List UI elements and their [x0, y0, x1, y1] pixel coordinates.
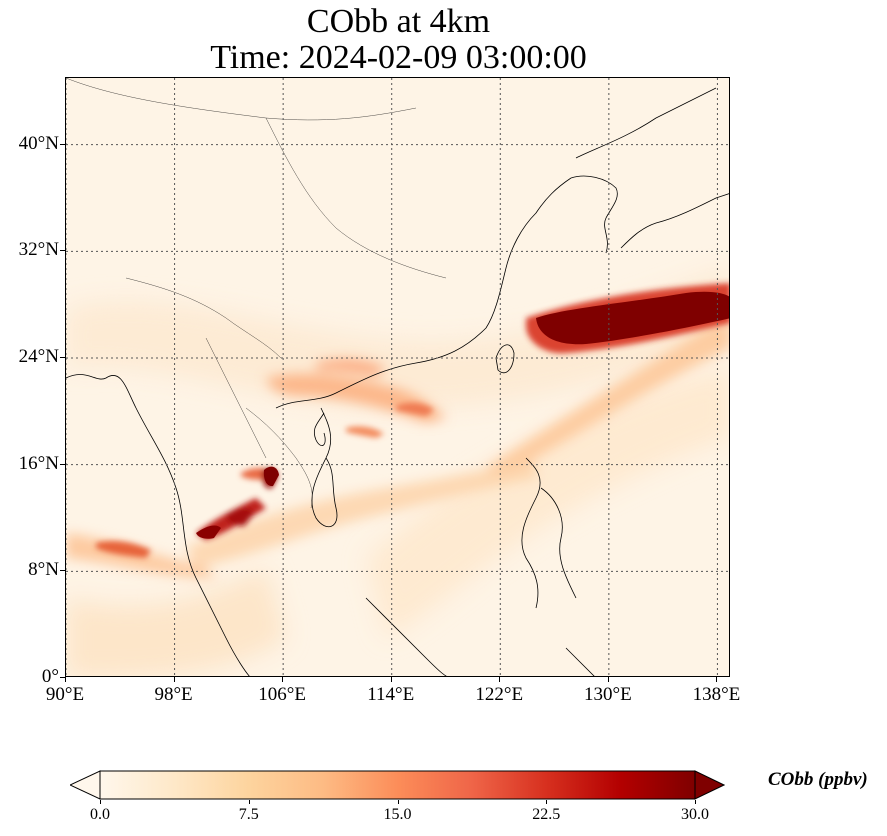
lat-tick-label: 16°N: [18, 452, 59, 474]
country-borders: [66, 78, 447, 509]
lon-tick-mark: [173, 677, 175, 682]
lat-tick-mark: [60, 570, 65, 572]
lat-tick-mark: [60, 463, 65, 465]
lat-tick-label: 32°N: [18, 239, 59, 261]
coastlines: [66, 87, 729, 676]
lon-tick-mark: [390, 677, 392, 682]
colorbar-tick-mark: [397, 800, 399, 804]
colorbar-tick-label: 22.5: [532, 806, 561, 823]
lon-tick-label: 138°E: [692, 684, 741, 705]
lon-tick-mark: [607, 677, 609, 682]
colorbar-tick-label: 15.0: [383, 806, 412, 823]
colorbar-min-extend: [68, 770, 101, 800]
lat-tick-mark: [60, 677, 65, 678]
lat-tick-mark: [60, 250, 65, 252]
lat-tick-label: 0°: [41, 666, 59, 687]
lon-tick-label: 130°E: [583, 684, 632, 705]
colorbar-tick-mark: [695, 800, 696, 804]
faint-plume-field: [66, 268, 729, 676]
map-title-line2: Time: 2024-02-09 03:00:00: [210, 39, 587, 76]
colorbar-graphic: [68, 770, 726, 800]
lat-tick-mark: [60, 143, 65, 145]
colorbar-tick-label: 0.0: [90, 806, 110, 823]
map-panel: [65, 77, 730, 677]
lon-tick-label: 106°E: [258, 684, 306, 705]
colorbar-max-extend: [694, 770, 726, 800]
lat-tick-label: 24°N: [18, 346, 59, 367]
max-plume-core: [196, 291, 729, 539]
colorbar-tick-mark: [248, 800, 250, 804]
lon-tick-label: 98°E: [154, 684, 193, 705]
colorbar-label: CObb (ppbv): [768, 769, 868, 790]
lon-tick-mark: [499, 677, 501, 682]
colorbar-tick-mark: [100, 800, 101, 804]
colorbar-tick-mark: [546, 800, 548, 804]
lon-tick-mark: [282, 677, 284, 682]
lat-tick-mark: [60, 357, 65, 358]
colorbar-tick-label: 7.5: [238, 806, 259, 823]
lon-tick-mark: [65, 677, 66, 682]
lon-tick-mark: [716, 677, 718, 682]
lat-tick-label: 8°N: [28, 559, 59, 581]
colorbar: [68, 770, 726, 800]
map-gridlines: [66, 78, 729, 676]
map-canvas: [66, 78, 729, 676]
colorbar-gradient: [99, 770, 696, 800]
colorbar-tick-label: 30.0: [681, 806, 709, 823]
map-title-line1: CObb at 4km: [306, 3, 491, 40]
lon-tick-label: 114°E: [367, 684, 415, 705]
lon-tick-label: 90°E: [45, 684, 85, 705]
lon-tick-label: 122°E: [475, 684, 524, 705]
lat-tick-label: 40°N: [18, 132, 59, 154]
